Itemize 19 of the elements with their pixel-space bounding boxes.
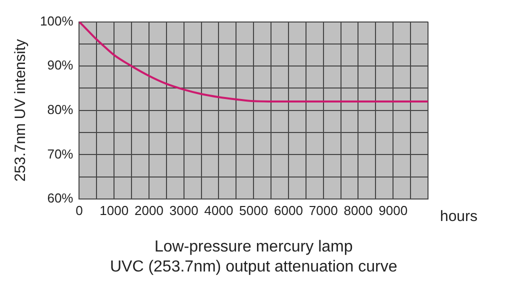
y-tick-label: 60% [47,190,74,206]
x-tick-label: 3000 [169,203,198,218]
x-tick-label: 9000 [378,203,408,218]
y-tick-label: 70% [47,146,74,162]
x-tick-label: 8000 [344,203,373,218]
y-tick-label: 100% [40,13,74,28]
y-tick-label: 90% [47,58,74,73]
x-tick-label: 2000 [134,203,164,218]
x-tick-label: 4000 [204,203,234,218]
text: UVC (253.7nm) output attenuation curve [110,258,398,276]
x-tick-label: 1000 [100,203,129,218]
x-axis-title: hours [440,208,478,226]
x-tick-label: 7000 [308,203,338,218]
y-axis-title: 253.7nm UV intensity [12,38,30,182]
y-tick-label: 80% [47,102,74,117]
x-tick-label: 6000 [274,203,303,218]
x-tick-label: 0 [76,203,83,218]
x-tick-label: 5000 [239,203,268,218]
text: Low-pressure mercury lamp [154,238,353,256]
